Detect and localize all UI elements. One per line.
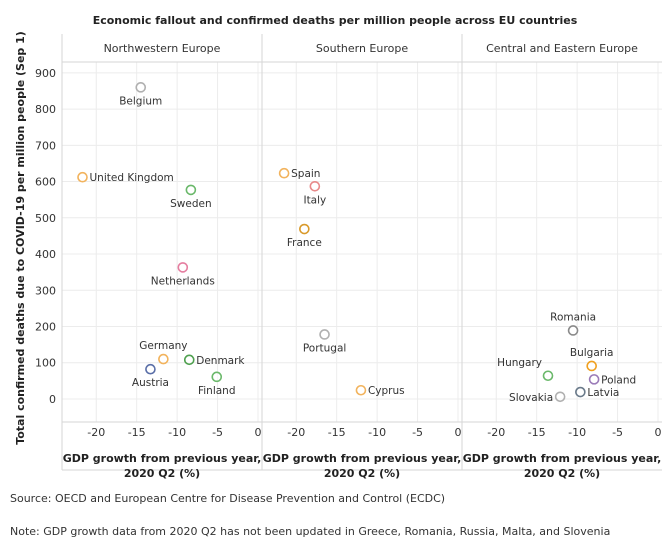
data-point: [299, 223, 310, 235]
panel-header: Central and Eastern Europe: [486, 42, 638, 55]
x-tick-label: -15: [128, 426, 146, 439]
data-point-label: Portugal: [303, 342, 347, 354]
x-tick-label: -5: [412, 426, 423, 439]
x-tick-label: -15: [328, 426, 346, 439]
y-tick-label: 300: [35, 284, 56, 297]
data-point-label: Netherlands: [151, 275, 215, 287]
data-point-label: Sweden: [170, 198, 212, 210]
data-point-label: United Kingdom: [90, 172, 174, 184]
chart-title: Economic fallout and confirmed deaths pe…: [93, 14, 578, 27]
data-point-label: Poland: [601, 374, 636, 386]
data-point: [588, 374, 600, 385]
x-axis-label: 2020 Q2 (%): [124, 467, 200, 480]
data-point-label: Belgium: [119, 95, 162, 107]
x-axis-label: GDP growth from previous year,: [463, 452, 662, 465]
data-point-label: Slovakia: [509, 392, 553, 404]
y-tick-label: 700: [35, 139, 56, 152]
data-point-label: France: [287, 237, 322, 249]
data-point-label: Latvia: [587, 387, 619, 399]
y-tick-label: 400: [35, 248, 56, 261]
x-axis-label: GDP growth from previous year,: [63, 452, 262, 465]
y-tick-label: 100: [35, 357, 56, 370]
data-point: [355, 384, 367, 396]
panel-header: Southern Europe: [316, 42, 408, 55]
axes-layer: 0 100 200 300 400 500 600 700 800 900 Northwestern…: [35, 34, 662, 480]
data-point: [135, 82, 147, 93]
data-point: [586, 360, 597, 372]
data-point-label: Italy: [303, 194, 326, 206]
data-point-label: Austria: [132, 377, 169, 389]
data-point: [554, 391, 566, 403]
y-tick-label: 900: [35, 67, 56, 80]
y-tick-label: 500: [35, 212, 56, 225]
y-tick-label: 0: [49, 393, 56, 406]
grid-layer: [62, 62, 662, 422]
x-tick-label: -10: [368, 426, 386, 439]
x-axis-label: GDP growth from previous year,: [263, 452, 462, 465]
x-axis-label: 2020 Q2 (%): [524, 467, 600, 480]
footnote: Note: GDP growth data from 2020 Q2 has n…: [10, 525, 611, 538]
data-point-label: Germany: [139, 340, 187, 352]
data-point: [567, 325, 579, 336]
y-axis-label: Total confirmed deaths due to COVID-19 p…: [14, 31, 27, 445]
x-tick-label: -20: [287, 426, 305, 439]
x-tick-label: -5: [612, 426, 623, 439]
x-tick-label: -20: [487, 426, 505, 439]
y-tick-label: 200: [35, 320, 56, 333]
x-tick-label: -5: [212, 426, 223, 439]
data-point-label: Bulgaria: [570, 347, 614, 359]
data-point: [77, 171, 88, 183]
x-tick-label: -10: [568, 426, 586, 439]
x-tick-label: 0: [455, 426, 462, 439]
x-tick-label: -15: [528, 426, 546, 439]
data-point-label: Cyprus: [368, 385, 405, 397]
data-point: [185, 184, 197, 196]
x-tick-label: 0: [655, 426, 662, 439]
data-point: [575, 386, 586, 398]
data-point: [211, 371, 223, 383]
y-tick-label: 600: [35, 176, 56, 189]
data-point: [319, 329, 330, 340]
data-point-label: Denmark: [196, 355, 245, 367]
y-tick-label: 800: [35, 103, 56, 116]
data-point: [177, 262, 189, 273]
data-point-label: Finland: [198, 385, 236, 397]
data-point: [309, 180, 321, 192]
data-point-label: Spain: [291, 168, 320, 180]
source-note: Source: OECD and European Centre for Dis…: [10, 492, 446, 505]
x-tick-label: 0: [255, 426, 262, 439]
data-point: [278, 167, 290, 179]
points-layer: Belgium United Kingdom Sweden Netherlands Ge…: [77, 82, 636, 404]
data-point-label: Romania: [550, 311, 596, 323]
x-tick-label: -10: [168, 426, 186, 439]
data-point: [158, 353, 169, 365]
x-tick-label: -20: [87, 426, 105, 439]
data-point: [183, 354, 195, 366]
data-point: [145, 363, 156, 375]
panel-header: Northwestern Europe: [104, 42, 221, 55]
data-point: [542, 370, 554, 382]
x-axis-label: 2020 Q2 (%): [324, 467, 400, 480]
data-point-label: Hungary: [497, 357, 542, 369]
